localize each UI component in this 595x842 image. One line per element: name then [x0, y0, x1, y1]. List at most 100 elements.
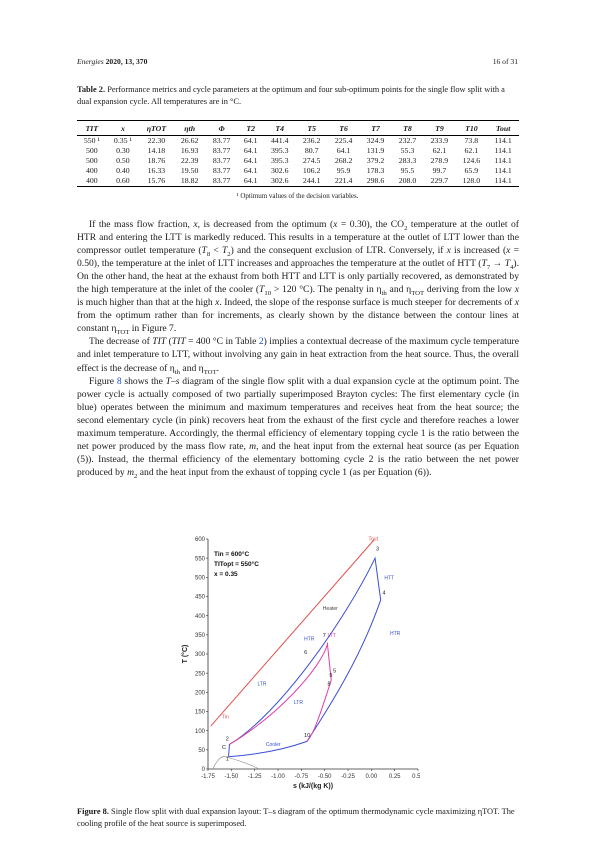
table-header-cell: T6 [327, 120, 360, 136]
state-point-label: 10 [304, 733, 310, 739]
table-header-cell: T4 [263, 120, 296, 136]
y-tick-label: 400 [195, 614, 206, 620]
table-cell: 14.18 [147, 146, 166, 155]
table-header-cell: T9 [423, 120, 456, 136]
journal-name: Energies [77, 57, 104, 66]
state-point-label: 1 [226, 757, 229, 763]
table-header-cell: x [106, 120, 140, 136]
paragraph-3: Figure 8 shows the T–s diagram of the si… [77, 375, 519, 480]
table-cell: 64.1 [243, 166, 258, 175]
paragraph-2: The decrease of TIT (TIT = 400 °C in Tab… [77, 336, 519, 376]
table-cell: 114.1 [494, 156, 512, 165]
table-cell: 298.6 [359, 176, 392, 187]
table-cell: 236.2 [302, 136, 321, 145]
table-cell: 73.8 [464, 136, 479, 145]
table-cell: 400 [77, 176, 107, 187]
y-tick-label: 550 [195, 556, 206, 562]
table-cell: 26.62 [180, 136, 199, 145]
table-cell: 62.1 [464, 146, 479, 155]
table-cell: 302.6 [263, 176, 296, 187]
table-cell: 64.1 [243, 136, 258, 145]
table-cell: 274.5 [302, 156, 321, 165]
table-cell: 64.1 [336, 146, 351, 155]
table-cell: 83.77 [212, 166, 231, 175]
legend-entry: Tin = 600°C [214, 550, 249, 558]
table-cell: 62.1 [432, 146, 447, 155]
table-cell: 233.9 [430, 136, 449, 145]
table-cell: 83.77 [212, 136, 231, 145]
table-cell: 64.1 [243, 146, 258, 155]
table-cell: 232.7 [398, 136, 417, 145]
x-tick-label: 0.50 [412, 774, 420, 780]
table-row: 500 0.50 18.76 22.39 83.77 64.1 395.3 274.5 268.… [77, 156, 519, 166]
table-cell: 395.3 [270, 146, 289, 155]
table-cell: 395.3 [270, 156, 289, 165]
table-caption-text: Performance metrics and cycle parameters… [77, 85, 505, 106]
table-cell: 278.9 [430, 156, 449, 165]
y-tick-label: 150 [195, 710, 206, 716]
table-cell: 379.2 [366, 156, 385, 165]
table-header-cell: T7 [359, 120, 392, 136]
table-cell: 95.9 [336, 166, 351, 175]
topping-cycle-curve [228, 556, 382, 758]
saturation-dome [212, 756, 260, 770]
table-cell: 83.77 [205, 176, 238, 187]
body-text: If the mass flow fraction, x, is decreas… [77, 218, 520, 480]
figure-caption: Figure 8. Single flow split with dual ex… [77, 806, 517, 830]
state-point-label: 7 [323, 633, 326, 639]
state-point-label: 4 [383, 591, 386, 597]
table-row: 400 0.40 16.33 19.50 83.77 64.1 302.6 106.2 95.9… [77, 166, 519, 176]
table-header-cell: ηth [173, 120, 206, 136]
table-cell: 114.1 [487, 176, 519, 187]
figure-caption-label: Figure 8. [77, 807, 109, 816]
table-cell: 550 ¹ [83, 136, 100, 145]
table-cell: 15.76 [139, 176, 174, 187]
table-cell: 83.77 [212, 146, 231, 155]
journal-header: Energies 2020, 13, 370 [77, 57, 147, 66]
y-tick-label: 0 [202, 767, 206, 773]
process-label: Tout [369, 537, 379, 543]
heat-source-line [210, 539, 375, 727]
process-label: LTT [327, 633, 336, 639]
table-header-row: TIT x ηTOT ηth Φ T2 T4 T5 T6 T7 T8 T9 T10 Tout [77, 120, 519, 136]
y-tick-label: 500 [195, 576, 206, 582]
table-cell: 65.9 [464, 166, 479, 175]
state-point-label: C [222, 745, 226, 751]
x-tick-label: -0.50 [318, 774, 332, 780]
process-label: LTR [294, 700, 303, 706]
table-cell: 95.5 [400, 166, 415, 175]
plot-ticks: 0 50 100 150 200 250 300 350 400 450 500 550 600 -1.7… [195, 537, 420, 780]
table-cell: 208.0 [391, 176, 424, 187]
table-cell: 18.82 [173, 176, 206, 187]
page-number: 16 of 31 [492, 57, 518, 66]
table-footnote: ¹ Optimum values of the decision variabl… [236, 192, 359, 200]
x-tick-label: -1.00 [271, 774, 285, 780]
legend-entry: TITopt = 550°C [214, 560, 259, 568]
table-row: 500 0.30 14.18 16.93 83.77 64.1 395.3 80.7 64.1 1… [77, 146, 519, 156]
table-cell: 114.1 [494, 136, 512, 145]
data-table: TIT x ηTOT ηth Φ T2 T4 T5 T6 T7 T8 T9 T10 Tout 550 ¹ 0… [77, 120, 519, 187]
state-point-label: 8 [327, 681, 330, 687]
table-header-cell: T2 [237, 120, 264, 136]
table-cell: 0.35 ¹ [113, 136, 132, 145]
table-cell: 400 [85, 166, 98, 175]
table-cell: 324.9 [366, 136, 385, 145]
paragraph-1: If the mass flow fraction, x, is decreas… [77, 219, 520, 337]
x-tick-label: -0.75 [294, 774, 308, 780]
plot-annotations: Tin = 600°C TITopt = 550°C x = 0.35 Heater H… [214, 537, 401, 763]
process-label: HTR [390, 631, 401, 637]
state-point-label: 2 [226, 737, 229, 743]
table-cell: 244.1 [295, 176, 328, 187]
table-cell: 0.50 [116, 156, 130, 165]
table-cell: 114.1 [494, 166, 512, 175]
x-axis-label: s (kJ/(kg K)) [293, 783, 333, 790]
journal-volume: 2020, 13, 370 [105, 57, 148, 66]
table-cell: 0.40 [116, 166, 130, 175]
table-cell: 131.9 [366, 146, 385, 155]
table-cell: 19.50 [180, 166, 199, 175]
process-label: LTR [257, 681, 266, 687]
table-header-cell: T5 [295, 120, 328, 136]
table-cell: 106.2 [302, 166, 321, 175]
y-tick-label: 100 [195, 729, 206, 735]
table-cell: 178.3 [366, 166, 385, 175]
